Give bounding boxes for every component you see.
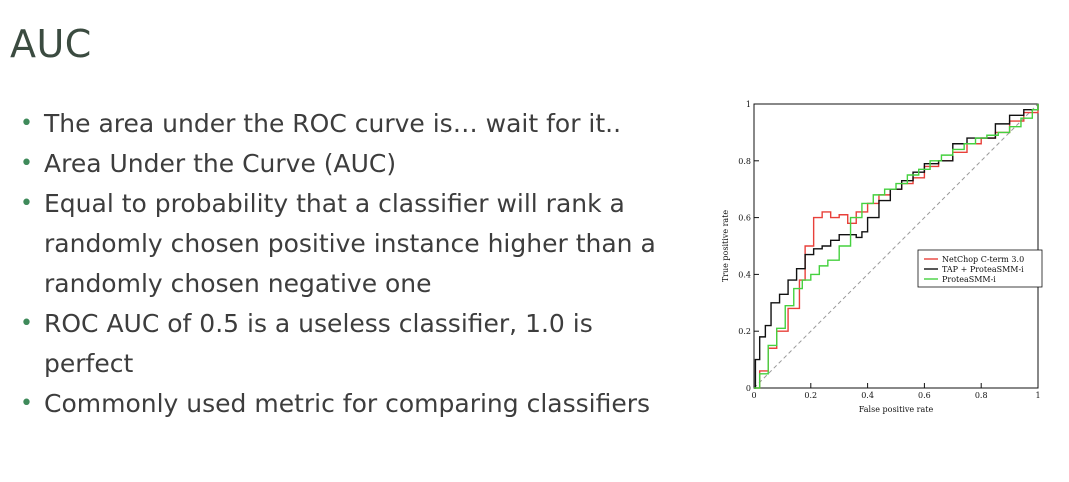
bullet-item: • ROC AUC of 0.5 is a useless classifier,… [18, 304, 678, 384]
x-tick-label: 1 [1035, 391, 1040, 400]
x-tick-label: 0.6 [918, 391, 931, 400]
x-tick-label: 0.2 [804, 391, 817, 400]
bullet-dot-icon: • [20, 111, 33, 136]
y-tick-label: 0.4 [738, 270, 751, 279]
roc-chart: 0 0.2 0.4 0.6 0.8 1 0 0.2 0.4 0.6 0.8 1 NetChop C-… [712, 92, 1048, 422]
plot-frame [753, 103, 1039, 389]
y-tick-label: 0.8 [738, 157, 751, 166]
bullet-list: • The area under the ROC curve is… wait f… [18, 104, 678, 424]
bullet-text: Area Under the Curve (AUC) [44, 149, 397, 178]
bullet-text: The area under the ROC curve is… wait fo… [44, 109, 622, 138]
y-tick-label: 0.2 [738, 327, 751, 336]
y-axis-ticks: 0 0.2 0.4 0.6 0.8 1 [738, 100, 759, 393]
y-axis-label: True positive rate [721, 210, 730, 283]
roc-series-line [754, 104, 1039, 389]
x-tick-label: 0.4 [861, 391, 874, 400]
roc-chart-svg: 0 0.2 0.4 0.6 0.8 1 0 0.2 0.4 0.6 0.8 1 NetChop C-… [721, 100, 1043, 414]
y-tick-label: 1 [746, 100, 751, 109]
bullet-dot-icon: • [20, 191, 33, 216]
x-tick-label: 0 [751, 391, 756, 400]
legend-entry: NetChop C-term 3.0 [942, 255, 1024, 264]
bullet-text: ROC AUC of 0.5 is a useless classifier, … [44, 309, 593, 378]
roc-series [754, 104, 1039, 389]
x-axis-ticks: 0 0.2 0.4 0.6 0.8 1 [751, 383, 1041, 400]
x-tick-label: 0.8 [975, 391, 988, 400]
slide-title: AUC [10, 22, 92, 66]
bullet-text: Commonly used metric for comparing class… [44, 389, 651, 418]
bullet-dot-icon: • [20, 311, 33, 336]
y-tick-label: 0 [746, 384, 751, 393]
legend-entry: ProteaSMM-i [942, 275, 996, 284]
x-axis-label: False positive rate [859, 405, 934, 414]
bullet-item: • Area Under the Curve (AUC) [18, 144, 678, 184]
roc-series-line [754, 104, 1039, 389]
bullet-dot-icon: • [20, 151, 33, 176]
bullet-item: • The area under the ROC curve is… wait f… [18, 104, 678, 144]
legend-box [917, 249, 1043, 288]
legend-entry: TAP + ProteaSMM-i [942, 265, 1024, 274]
bullet-item: • Equal to probability that a classifier … [18, 184, 678, 304]
bullet-dot-icon: • [20, 391, 33, 416]
chance-diagonal-line [753, 103, 1039, 389]
y-tick-label: 0.6 [738, 214, 751, 223]
bullet-text: Equal to probability that a classifier w… [44, 189, 656, 298]
bullet-item: • Commonly used metric for comparing clas… [18, 384, 678, 424]
